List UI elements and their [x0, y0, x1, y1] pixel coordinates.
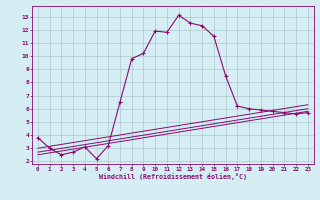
- X-axis label: Windchill (Refroidissement éolien,°C): Windchill (Refroidissement éolien,°C): [99, 173, 247, 180]
